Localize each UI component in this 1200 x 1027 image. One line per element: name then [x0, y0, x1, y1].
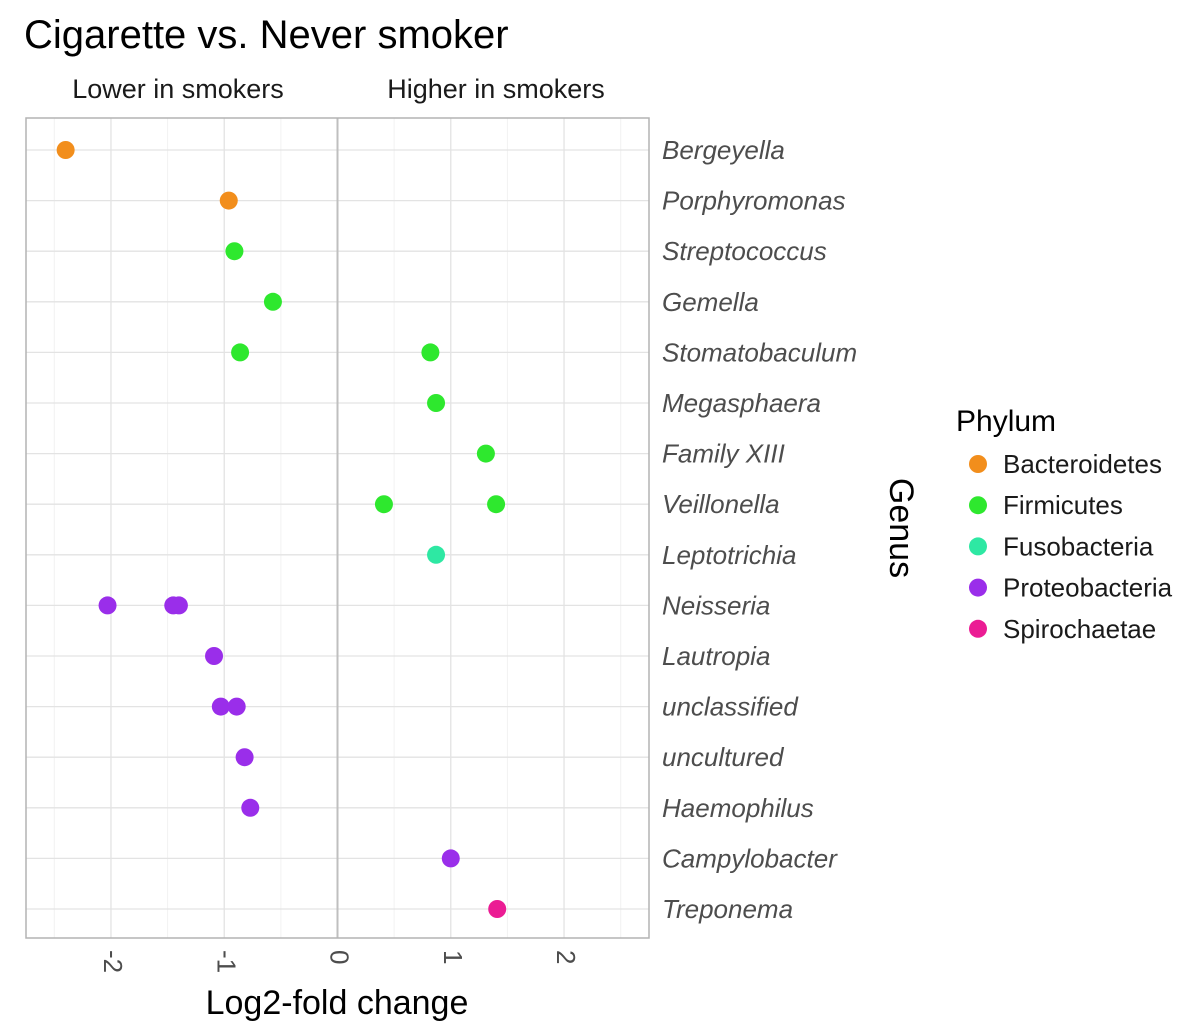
plot-panel-border	[25, 117, 650, 939]
genus-label: Treponema	[662, 894, 793, 924]
data-point	[211, 697, 230, 716]
x-tick-label: 0	[325, 950, 355, 964]
chart-title: Cigarette vs. Never smoker	[24, 13, 509, 57]
data-point	[205, 647, 224, 665]
legend-swatch	[969, 619, 987, 638]
genus-label: unclassified	[662, 692, 799, 722]
genus-label: Lautropia	[662, 641, 770, 671]
genus-label: Streptococcus	[662, 236, 827, 266]
genus-label: Neisseria	[662, 590, 770, 620]
genus-label: Megasphaera	[662, 388, 821, 418]
data-point	[225, 242, 244, 261]
x-tick-label: 1	[438, 950, 468, 964]
legend-swatch	[969, 537, 987, 556]
data-point	[241, 798, 260, 817]
data-point	[374, 495, 393, 514]
genus-label: uncultured	[662, 742, 785, 772]
x-tick-label: -1	[211, 950, 241, 973]
data-point	[427, 545, 446, 564]
genus-label: Porphyromonas	[662, 186, 846, 216]
genus-label: Bergeyella	[662, 135, 785, 165]
data-point	[421, 343, 440, 362]
data-point	[219, 191, 238, 210]
data-point	[487, 495, 506, 514]
data-point	[231, 343, 250, 362]
data-point	[488, 900, 507, 918]
x-axis-ticks: -2 -1 0 1 2	[98, 950, 581, 973]
phylum-legend: Phylum Bacteroidetes Firmicutes Fusobacter…	[956, 405, 1173, 644]
facet-label-higher: Higher in smokers	[387, 74, 605, 104]
data-point	[476, 444, 495, 463]
data-points	[56, 141, 507, 918]
legend-label: Fusobacteria	[1003, 531, 1154, 561]
data-point	[169, 596, 188, 615]
x-tick-label: 2	[551, 950, 581, 964]
legend-label: Proteobacteria	[1003, 573, 1173, 603]
genus-label: Stomatobaculum	[662, 337, 857, 367]
x-axis-title: Log2-fold change	[206, 984, 469, 1022]
legend-swatch	[969, 455, 987, 473]
data-point	[235, 748, 254, 767]
data-point	[227, 697, 246, 716]
legend-label: Firmicutes	[1003, 490, 1123, 520]
x-tick-label: -2	[98, 950, 128, 973]
legend-title: Phylum	[956, 405, 1056, 438]
data-point	[98, 596, 117, 615]
legend-label: Bacteroidetes	[1003, 449, 1162, 479]
genus-label: Leptotrichia	[662, 540, 796, 570]
data-point	[263, 292, 282, 311]
facet-label-lower: Lower in smokers	[72, 74, 284, 104]
legend-swatch	[969, 496, 987, 515]
genus-label: Gemella	[662, 287, 759, 317]
genus-label: Campylobacter	[662, 843, 838, 873]
data-point	[56, 141, 75, 159]
legend-label: Spirochaetae	[1003, 614, 1156, 644]
genus-label: Haemophilus	[662, 793, 814, 823]
data-point	[441, 849, 460, 868]
genus-axis-labels: Bergeyella Porphyromonas Streptococcus Geme…	[662, 135, 857, 924]
legend-swatch	[969, 578, 987, 597]
data-point	[427, 394, 446, 412]
genus-label: Veillonella	[662, 489, 780, 519]
y-axis-title: Genus	[882, 478, 920, 578]
genus-label: Family XIII	[662, 439, 785, 469]
